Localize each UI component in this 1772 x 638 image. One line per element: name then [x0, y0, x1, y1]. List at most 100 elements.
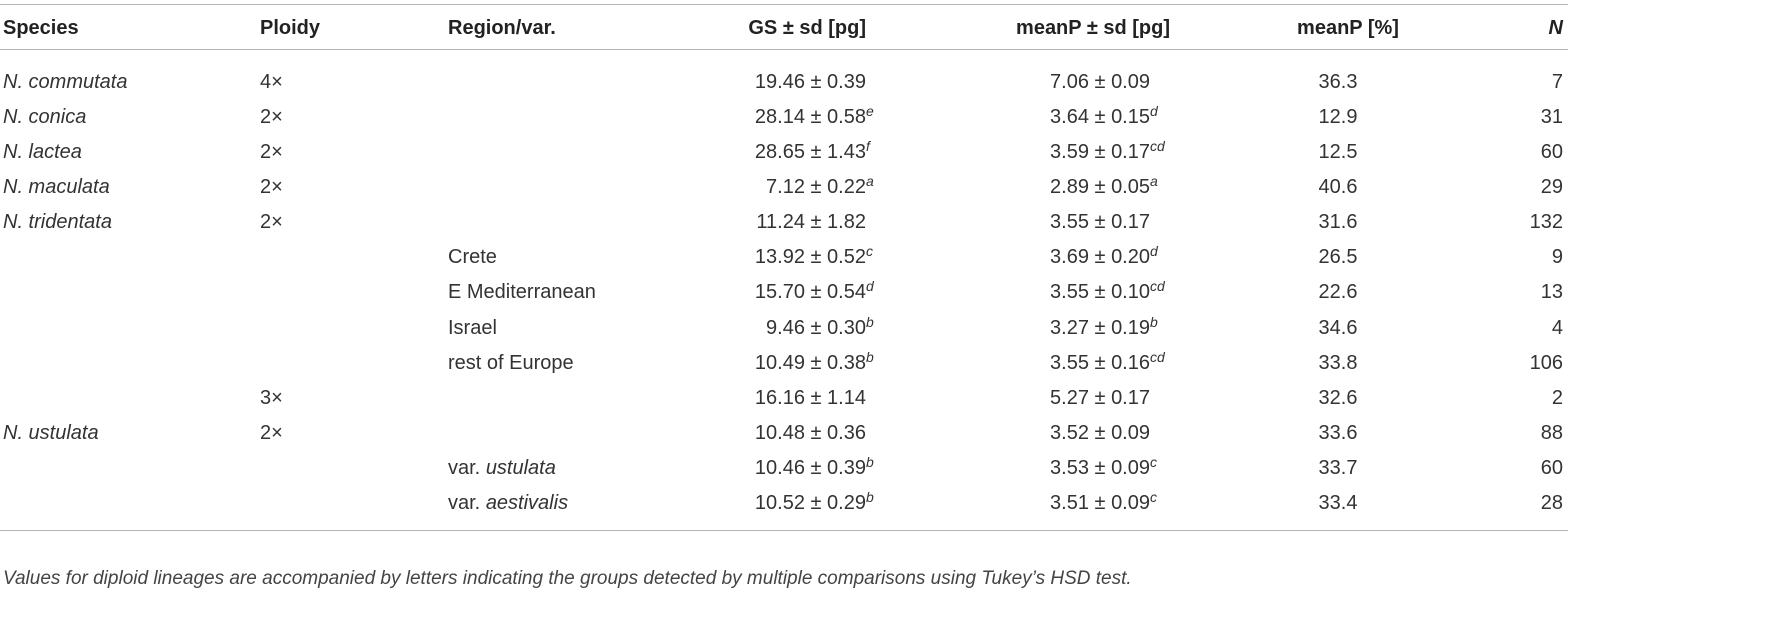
value-text: 3.52 ± 0.09	[1050, 421, 1150, 444]
gs-cell: 10.46 ± 0.39 b	[754, 454, 874, 480]
group-letter: c	[1150, 488, 1157, 505]
caption: Values for diploid lineages are accompan…	[3, 568, 1132, 589]
region-text: var.	[448, 456, 481, 479]
ploidy-cell: 3×	[260, 386, 283, 409]
ploidy-cell: 2×	[260, 141, 283, 164]
n-cell: 60	[1540, 141, 1563, 164]
value-text: 28.65 ± 1.43	[754, 141, 866, 164]
group-letter: c	[866, 243, 873, 260]
pct-cell: 26.5	[1318, 246, 1358, 269]
region-text: E Mediterranean	[448, 281, 596, 304]
column-header: N	[1548, 17, 1563, 39]
n-cell: 31	[1540, 106, 1563, 129]
pct-cell: 31.6	[1318, 211, 1358, 234]
gs-cell: 10.49 ± 0.38 b	[754, 349, 874, 375]
column-header: Ploidy	[260, 17, 321, 39]
n-cell: 2	[1551, 386, 1563, 409]
gs-cell: 7.12 ± 0.22 a	[766, 173, 874, 199]
group-letter: b	[866, 488, 874, 505]
meanp-cell: 3.69 ± 0.20 d	[1050, 243, 1158, 269]
region-text: rest of Europe	[448, 351, 574, 374]
group-letter: a	[1150, 173, 1158, 190]
meanp-cell: 5.27 ± 0.17	[1050, 386, 1150, 410]
meanp-cell: 3.64 ± 0.15 d	[1050, 103, 1158, 129]
value-text: 2.89 ± 0.05	[1050, 176, 1150, 199]
pct-cell: 22.6	[1318, 281, 1358, 304]
n-cell: 132	[1529, 211, 1563, 234]
gs-cell: 10.52 ± 0.29 b	[754, 489, 874, 515]
meanp-cell: 3.53 ± 0.09 c	[1050, 454, 1157, 480]
group-letter: cd	[1150, 348, 1165, 365]
value-text: 10.52 ± 0.29	[754, 491, 866, 514]
ploidy-cell: 2×	[260, 176, 283, 199]
meanp-cell: 3.52 ± 0.09	[1050, 421, 1150, 445]
pct-cell: 33.8	[1318, 351, 1358, 374]
value-text: 3.53 ± 0.09	[1050, 456, 1150, 479]
gs-cell: 9.46 ± 0.30 b	[766, 314, 874, 340]
value-text: 3.27 ± 0.19	[1050, 316, 1150, 339]
group-letter: b	[866, 348, 874, 365]
column-header: GS ± sd [pg]	[748, 17, 866, 39]
value-text: 11.24 ± 1.82	[756, 211, 866, 234]
gs-cell: 19.46 ± 0.39	[755, 70, 866, 94]
value-text: 10.49 ± 0.38	[754, 351, 866, 374]
region-italic: aestivalis	[485, 491, 569, 514]
column-header: meanP ± sd [pg]	[1016, 17, 1170, 39]
pct-cell: 33.7	[1318, 456, 1358, 479]
pct-cell: 32.6	[1318, 386, 1358, 409]
region-cell: rest of Europe	[448, 351, 574, 375]
group-letter: b	[866, 453, 874, 470]
pct-cell: 33.6	[1318, 421, 1358, 444]
group-letter: b	[866, 313, 874, 330]
value-text: 10.46 ± 0.39	[754, 456, 866, 479]
region-cell: var. aestivalis	[448, 491, 568, 515]
group-letter: cd	[1150, 138, 1165, 155]
ploidy-cell: 4×	[260, 71, 283, 93]
species-cell: N. ustulata	[3, 421, 99, 444]
value-text: 7.06 ± 0.09	[1050, 71, 1150, 93]
value-text: 3.64 ± 0.15	[1050, 106, 1150, 129]
gs-cell: 16.16 ± 1.14	[755, 386, 866, 410]
n-cell: 28	[1540, 491, 1563, 514]
species-cell: N. maculata	[3, 176, 110, 199]
ploidy-cell: 2×	[260, 211, 283, 234]
n-cell: 7	[1551, 71, 1563, 93]
value-text: 5.27 ± 0.17	[1050, 386, 1150, 409]
group-letter: c	[1150, 453, 1157, 470]
pct-cell: 12.9	[1318, 106, 1358, 129]
region-cell: E Mediterranean	[448, 280, 596, 304]
value-text: 3.55 ± 0.16	[1050, 351, 1150, 374]
gs-cell: 11.24 ± 1.82	[756, 210, 866, 234]
region-text: var.	[448, 491, 481, 514]
value-text: 3.59 ± 0.17	[1050, 141, 1150, 164]
value-text: 13.92 ± 0.52	[754, 246, 866, 269]
group-letter: a	[866, 173, 874, 190]
value-text: 19.46 ± 0.39	[754, 71, 866, 93]
value-text: 10.48 ± 0.36	[754, 421, 866, 444]
value-text: 3.55 ± 0.10	[1050, 281, 1150, 304]
n-cell: 4	[1551, 316, 1563, 339]
pct-cell: 36.3	[1318, 71, 1358, 93]
value-text: 3.51 ± 0.09	[1050, 491, 1150, 514]
meanp-cell: 3.59 ± 0.17 cd	[1050, 138, 1165, 164]
group-letter: cd	[1150, 278, 1165, 295]
n-cell: 106	[1529, 351, 1563, 374]
meanp-cell: 3.55 ± 0.17	[1050, 210, 1150, 234]
bottom-rule	[0, 530, 1568, 531]
region-text: Israel	[448, 316, 497, 339]
n-cell: 60	[1540, 456, 1563, 479]
meanp-cell: 7.06 ± 0.09	[1050, 70, 1150, 94]
pct-cell: 40.6	[1318, 176, 1358, 199]
gs-cell: 10.48 ± 0.36	[755, 421, 866, 445]
group-letter: e	[866, 103, 874, 120]
gs-cell: 28.65 ± 1.43 f	[754, 138, 870, 164]
meanp-cell: 3.55 ± 0.10 cd	[1050, 278, 1165, 304]
group-letter: d	[1150, 103, 1158, 120]
species-cell: N. conica	[3, 106, 87, 129]
region-cell: Crete	[448, 245, 497, 269]
ploidy-cell: 2×	[260, 421, 283, 444]
n-cell: 29	[1540, 176, 1563, 199]
gs-cell: 15.70 ± 0.54 d	[755, 278, 874, 304]
gs-cell: 13.92 ± 0.52 c	[754, 243, 873, 269]
